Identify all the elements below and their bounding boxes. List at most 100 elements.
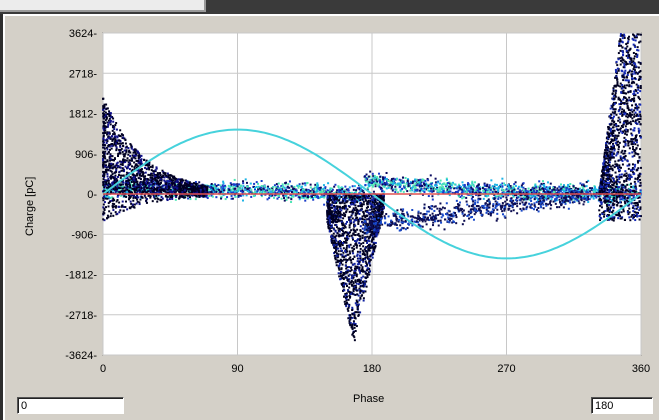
scatter-point <box>353 313 356 316</box>
scatter-point <box>341 188 344 191</box>
scatter-point <box>441 186 444 189</box>
scatter-point <box>334 238 337 241</box>
scatter-point <box>544 191 547 194</box>
scatter-point <box>140 154 143 157</box>
scatter-point <box>275 186 278 189</box>
scatter-point <box>288 189 291 192</box>
scatter-point <box>362 245 365 248</box>
scatter-point <box>376 177 379 180</box>
scatter-point <box>133 182 136 185</box>
scatter-point <box>130 147 133 150</box>
scatter-point <box>381 206 384 209</box>
scatter-point <box>296 184 299 187</box>
scatter-point <box>136 159 139 162</box>
scatter-point <box>507 190 510 193</box>
scatter-point <box>350 221 353 224</box>
scatter-point <box>375 218 378 221</box>
scatter-point <box>587 179 590 182</box>
scatter-point <box>146 188 149 191</box>
scatter-point <box>352 276 355 279</box>
scatter-point <box>156 176 159 179</box>
scatter-point <box>562 185 565 188</box>
tab[interactable] <box>0 0 206 12</box>
scatter-point <box>118 148 121 151</box>
scatter-point <box>323 203 326 206</box>
scatter-point <box>327 192 330 195</box>
scatter-point <box>112 197 115 200</box>
scatter-point <box>399 181 402 184</box>
scatter-point <box>536 199 539 202</box>
scatter-point <box>336 232 339 235</box>
scatter-point <box>111 173 114 176</box>
scatter-point <box>190 192 193 195</box>
scatter-point <box>286 190 289 193</box>
scatter-point <box>158 185 161 188</box>
scatter-point <box>103 201 106 204</box>
scatter-point <box>272 190 275 193</box>
scatter-point <box>348 286 351 289</box>
scatter-point <box>337 186 340 189</box>
scatter-point <box>436 189 439 192</box>
scatter-point <box>383 186 386 189</box>
scatter-point <box>102 140 105 143</box>
scatter-point <box>137 170 140 173</box>
scatter-point <box>470 197 473 200</box>
scatter-point <box>108 136 111 139</box>
scatter-point <box>138 172 141 175</box>
scatter-point <box>130 205 133 208</box>
scatter-point <box>624 186 627 189</box>
scatter-point <box>263 191 266 194</box>
scatter-point <box>117 152 120 155</box>
scatter-point <box>103 146 106 149</box>
scatter-point <box>116 161 119 164</box>
scatter-point <box>109 148 112 151</box>
scatter-point <box>107 132 110 135</box>
scatter-point <box>536 194 539 197</box>
scatter-point <box>115 177 118 180</box>
scatter-point <box>112 199 115 202</box>
scatter-point <box>535 186 538 189</box>
scatter-point <box>195 188 198 191</box>
scatter-point <box>248 187 251 190</box>
scatter-point <box>367 223 370 226</box>
scatter-point <box>355 282 358 285</box>
scatter-point <box>104 197 107 200</box>
scatter-point <box>410 187 413 190</box>
scatter-point <box>141 173 144 176</box>
scatter-point <box>155 194 158 197</box>
scatter-point <box>439 179 442 182</box>
scatter-point <box>533 187 536 190</box>
scatter-point <box>476 192 479 195</box>
scatter-point <box>155 166 158 169</box>
scatter-point <box>345 241 348 244</box>
scatter-point <box>389 184 392 187</box>
scatter-point <box>346 250 349 253</box>
scatter-point <box>194 190 197 193</box>
scatter-point <box>366 257 369 260</box>
scatter-point <box>130 146 133 149</box>
scatter-point <box>358 204 361 207</box>
scatter-point <box>590 194 593 197</box>
scatter-point <box>369 199 372 202</box>
scatter-point <box>312 189 315 192</box>
scatter-point <box>351 246 354 249</box>
scatter-point <box>114 189 117 192</box>
scatter-point <box>250 195 253 198</box>
scatter-point <box>102 175 105 178</box>
scatter-point <box>362 282 365 285</box>
scatter-point <box>104 157 107 160</box>
scatter-point <box>231 188 234 191</box>
scatter-point <box>339 270 342 273</box>
scatter-point <box>444 185 447 188</box>
scatter-point <box>370 181 373 184</box>
scatter-point <box>194 182 197 185</box>
scatter-point <box>380 180 383 183</box>
scatter-point <box>458 185 461 188</box>
scatter-point <box>273 184 276 187</box>
scatter-point <box>103 147 106 150</box>
scatter-point <box>413 188 416 191</box>
scatter-point <box>199 186 202 189</box>
scatter-point <box>312 198 315 201</box>
y-tick-label: -3624- <box>65 350 97 362</box>
scatter-point <box>301 190 304 193</box>
